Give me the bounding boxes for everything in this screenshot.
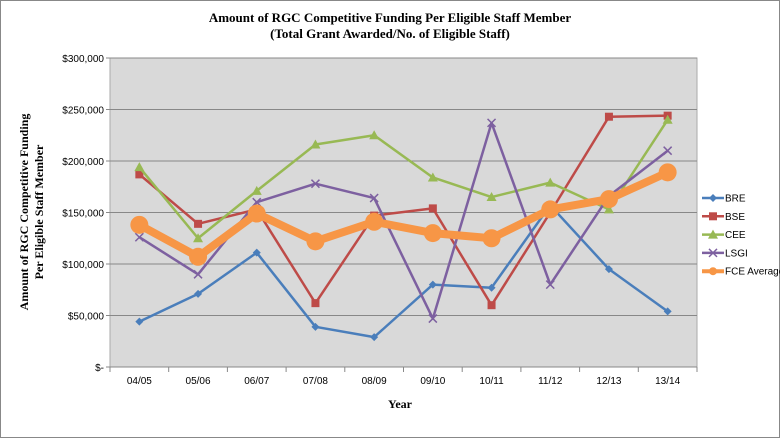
chart-title: Amount of RGC Competitive Funding Per El…	[209, 10, 572, 25]
triangle-marker	[545, 177, 556, 187]
legend-label: LSGI	[725, 248, 748, 259]
x-axis-label: Year	[388, 397, 413, 411]
x-marker	[310, 179, 320, 189]
y-axis-label-line1: Amount of RGC Competitive Funding	[17, 114, 31, 311]
legend-item: BRE	[702, 194, 746, 205]
x-tick-label: 07/08	[303, 376, 328, 387]
square-marker	[428, 204, 437, 213]
x-tick-label: 13/14	[655, 376, 680, 387]
series-line	[137, 168, 670, 261]
x-marker	[193, 269, 203, 279]
triangle-marker	[369, 130, 380, 140]
x-tick-label: 05/06	[186, 376, 211, 387]
diamond-marker	[370, 333, 379, 342]
circle-marker	[482, 229, 501, 248]
y-tick-label: $150,000	[62, 209, 104, 220]
circle-marker	[365, 212, 384, 231]
x-tick-label: 08/09	[362, 376, 387, 387]
y-tick-label: $-	[95, 363, 104, 374]
square-marker	[135, 170, 144, 179]
y-axis-label-line2: Per Eligible Staff Member	[32, 144, 46, 279]
diamond-marker	[311, 322, 320, 331]
diamond-marker	[135, 317, 144, 326]
triangle-marker	[427, 172, 438, 182]
x-marker	[545, 280, 555, 290]
diamond-marker	[604, 265, 613, 274]
circle-marker	[541, 200, 560, 219]
triangle-marker	[662, 114, 673, 124]
diamond-marker	[252, 248, 261, 257]
x-tick-label: 12/13	[596, 376, 621, 387]
triangle-marker	[251, 185, 262, 195]
diamond-marker	[663, 307, 672, 316]
series-fce-average	[130, 163, 677, 266]
legend-label: BRE	[725, 194, 746, 205]
x-tick-label: 11/12	[538, 376, 563, 387]
y-tick-label: $50,000	[68, 312, 105, 323]
chart-subtitle: (Total Grant Awarded/No. of Eligible Sta…	[270, 26, 510, 41]
triangle-marker	[603, 204, 614, 214]
x-marker	[134, 232, 144, 242]
y-tick-label: $100,000	[62, 260, 104, 271]
circle-marker	[247, 204, 266, 223]
x-marker	[708, 248, 718, 258]
square-marker	[311, 299, 320, 308]
square-marker	[194, 219, 203, 228]
x-tick-label: 09/10	[420, 376, 445, 387]
circle-marker	[130, 215, 149, 234]
x-tick-label: 04/05	[127, 376, 152, 387]
circle-marker	[306, 232, 325, 251]
series-cee	[134, 114, 673, 243]
y-tick-label: $300,000	[62, 54, 104, 65]
square-marker	[487, 301, 496, 310]
circle-marker	[658, 163, 677, 182]
diamond-marker	[709, 194, 717, 202]
x-marker	[252, 197, 262, 207]
diamond-marker	[487, 283, 496, 292]
x-marker	[663, 146, 673, 156]
legend-label: BSE	[725, 212, 745, 223]
circle-marker	[709, 267, 717, 276]
triangle-marker	[134, 162, 145, 172]
triangle-marker	[193, 233, 204, 243]
y-tick-label: $250,000	[62, 106, 104, 117]
legend-item: LSGI	[702, 248, 748, 259]
legend-label: FCE Average	[725, 267, 780, 278]
square-marker	[604, 112, 613, 121]
square-marker	[709, 212, 717, 221]
x-marker	[487, 118, 497, 128]
diamond-marker	[428, 280, 437, 289]
x-marker	[428, 314, 438, 324]
x-tick-label: 06/07	[244, 376, 269, 387]
series-line	[138, 114, 668, 307]
circle-marker	[423, 224, 442, 243]
circle-marker	[189, 247, 208, 266]
diamond-marker	[194, 289, 203, 298]
y-tick-label: $200,000	[62, 157, 104, 168]
legend-item: CEE	[702, 229, 746, 241]
x-tick-label: 10/11	[479, 376, 504, 387]
circle-marker	[599, 190, 618, 209]
legend-item: FCE Average	[702, 267, 780, 278]
x-marker	[369, 193, 379, 203]
triangle-marker	[486, 192, 497, 202]
triangle-marker	[310, 139, 321, 149]
legend-item: BSE	[702, 212, 745, 223]
series-line	[138, 204, 669, 339]
legend-label: CEE	[725, 230, 746, 241]
series-line	[138, 119, 669, 240]
triangle-marker	[708, 229, 718, 239]
